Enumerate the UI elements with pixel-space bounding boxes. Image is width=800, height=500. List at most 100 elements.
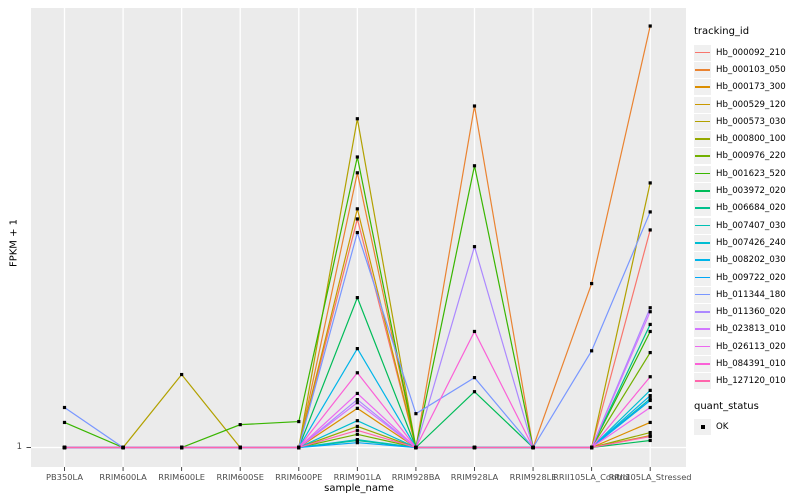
legend-entry-label: Hb_011344_180: [716, 289, 786, 300]
legend-entry-Hb_003972_020: Hb_003972_020: [694, 182, 798, 200]
legend-line-swatch-icon: [694, 286, 711, 303]
point-marker-Hb_011344_180: [648, 210, 652, 214]
point-marker-Hb_127120_010: [238, 445, 242, 450]
legend-line-swatch-icon: [694, 44, 711, 61]
legend-entry-Hb_000092_210: Hb_000092_210: [694, 44, 798, 61]
legend-entry-Hb_000173_300: Hb_000173_300: [694, 79, 798, 96]
legend-line-swatch-icon: [694, 79, 711, 96]
point-marker-Hb_000103_050: [590, 281, 594, 286]
legend-entry-label: Hb_008202_030: [716, 255, 786, 266]
x-tick-label-RRII105LA_Control: RRII105LA_Control: [553, 472, 631, 482]
point-marker-Hb_127120_010: [121, 445, 125, 450]
point-marker-Hb_127120_010: [472, 445, 477, 450]
legend-entry-Hb_023813_010: Hb_023813_010: [694, 321, 798, 338]
point-marker-Hb_084391_010: [472, 329, 477, 334]
x-tick-label-RRIM901LA: RRIM901LA: [333, 472, 382, 482]
point-marker-Hb_127120_010: [297, 445, 301, 450]
point-marker-Hb_000173_300: [648, 420, 652, 425]
point-marker-Hb_009722_020: [355, 441, 359, 445]
legend-line-swatch-icon: [694, 113, 711, 130]
legend-title-tracking-id: tracking_id: [694, 26, 750, 37]
x-tick-label-RRIM600LA: RRIM600LA: [99, 472, 147, 482]
legend-entry-Hb_011344_180: Hb_011344_180: [694, 286, 798, 303]
legend-entry-label: Hb_000092_210: [716, 47, 786, 58]
legend-line-swatch-icon: [694, 165, 711, 182]
legend: tracking_id Hb_000092_210 Hb_000103_050 Hb…: [694, 26, 798, 435]
point-marker-Hb_084391_010: [355, 371, 359, 375]
point-marker-Hb_023813_010: [355, 401, 359, 405]
point-marker-Hb_000573_030: [648, 181, 652, 185]
point-marker-Hb_001623_520: [472, 164, 477, 168]
point-marker-Hb_127120_010: [355, 428, 359, 432]
point-marker-Hb_127120_010: [180, 445, 184, 450]
legend-entry-label: OK: [716, 421, 729, 432]
x-tick-label-RRII105LA_Stressed: RRII105LA_Stressed: [608, 472, 692, 482]
point-marker-Hb_011344_180: [590, 349, 594, 353]
legend-line-swatch-icon: [694, 217, 711, 234]
legend-entries: Hb_000092_210 Hb_000103_050 Hb_000173_300 H…: [694, 44, 798, 390]
legend-entry-label: Hb_000173_300: [716, 82, 786, 93]
x-tick-label-RRIM600SE: RRIM600SE: [216, 472, 264, 482]
point-marker-Hb_127120_010: [590, 445, 594, 450]
x-tick-label-RRIM928BA: RRIM928BA: [391, 472, 441, 482]
legend-entry-label: Hb_000573_030: [716, 116, 786, 127]
point-marker-Hb_000092_210: [355, 217, 359, 221]
point-marker-Hb_000976_220: [648, 350, 652, 355]
legend-line-swatch-icon: [694, 338, 711, 355]
point-marker-Hb_001623_520: [62, 420, 67, 425]
legend-entry-label: Hb_000529_120: [716, 99, 786, 110]
x-tick-label-RRIM600PE: RRIM600PE: [275, 472, 323, 482]
legend-line-swatch-icon: [694, 355, 711, 372]
legend-entry-label: Hb_001623_520: [716, 168, 786, 179]
point-marker-Hb_127120_010: [648, 434, 652, 439]
x-tick-label-RRIM600LE: RRIM600LE: [158, 472, 206, 482]
legend-entry-label: Hb_007407_030: [716, 220, 786, 231]
legend-entry-label: Hb_000976_220: [716, 151, 786, 162]
point-marker-Hb_000529_120: [355, 207, 359, 211]
y-axis-title: FPKM + 1: [8, 218, 20, 268]
point-marker-Hb_000173_300: [355, 406, 359, 410]
legend-entry-Hb_000573_030: Hb_000573_030: [694, 113, 798, 130]
point-marker-Hb_011344_180: [472, 376, 477, 380]
x-tick-label-RRIM928LA: RRIM928LA: [450, 472, 499, 482]
point-marker-Hb_007426_240: [648, 388, 652, 392]
legend-entry-Hb_006684_020: Hb_006684_020: [694, 200, 798, 217]
point-marker-Hb_008202_030: [355, 347, 359, 351]
point-marker-Hb_000800_100: [355, 424, 359, 429]
point-marker-Hb_011360_020: [355, 397, 359, 402]
legend-entry-Hb_000800_100: Hb_000800_100: [694, 130, 798, 148]
x-tick-label-PB350LA: PB350LA: [45, 472, 84, 482]
point-marker-Hb_003972_020: [355, 296, 359, 300]
x-axis-title: sample_name: [324, 483, 394, 494]
point-marker-Hb_000103_050: [355, 171, 359, 175]
legend-entry-Hb_008202_030: Hb_008202_030: [694, 252, 798, 269]
point-marker-Hb_127120_010: [62, 445, 67, 450]
legend-entry-label: Hb_023813_010: [716, 324, 786, 335]
point-marker-Hb_001623_520: [297, 419, 301, 424]
point-marker-Hb_008202_030: [648, 394, 652, 398]
legend-entry-label: Hb_003972_020: [716, 186, 786, 197]
point-marker-Hb_000800_100: [648, 430, 652, 435]
legend-line-swatch-icon: [694, 131, 711, 148]
legend-entry-Hb_007407_030: Hb_007407_030: [694, 217, 798, 234]
legend-entry-Hb_007426_240: Hb_007426_240: [694, 234, 798, 251]
legend-entry-Hb_001623_520: Hb_001623_520: [694, 165, 798, 182]
legend-entry-label: Hb_026113_020: [716, 341, 786, 352]
point-marker-Hb_127120_010: [414, 445, 418, 450]
legend-line-swatch-icon: [694, 148, 711, 165]
legend-entry-label: Hb_009722_020: [716, 272, 786, 283]
legend-entry-label: Hb_084391_010: [716, 358, 786, 369]
legend-entry-ok: OK: [694, 418, 798, 435]
legend-entry-label: Hb_006684_020: [716, 203, 786, 214]
point-marker-Hb_127120_010: [531, 445, 535, 450]
point-marker-Hb_009722_020: [648, 398, 652, 403]
legend-line-swatch-icon: [694, 252, 711, 269]
point-marker-Hb_007426_240: [355, 419, 359, 423]
legend-entry-Hb_009722_020: Hb_009722_020: [694, 269, 798, 286]
legend-entry-label: Hb_000103_050: [716, 64, 786, 75]
point-marker-Hb_007407_030: [648, 397, 652, 401]
legend-entry-label: Hb_011360_020: [716, 307, 786, 318]
point-marker-Hb_001623_520: [648, 329, 652, 334]
point-marker-Hb_023813_010: [648, 310, 652, 314]
